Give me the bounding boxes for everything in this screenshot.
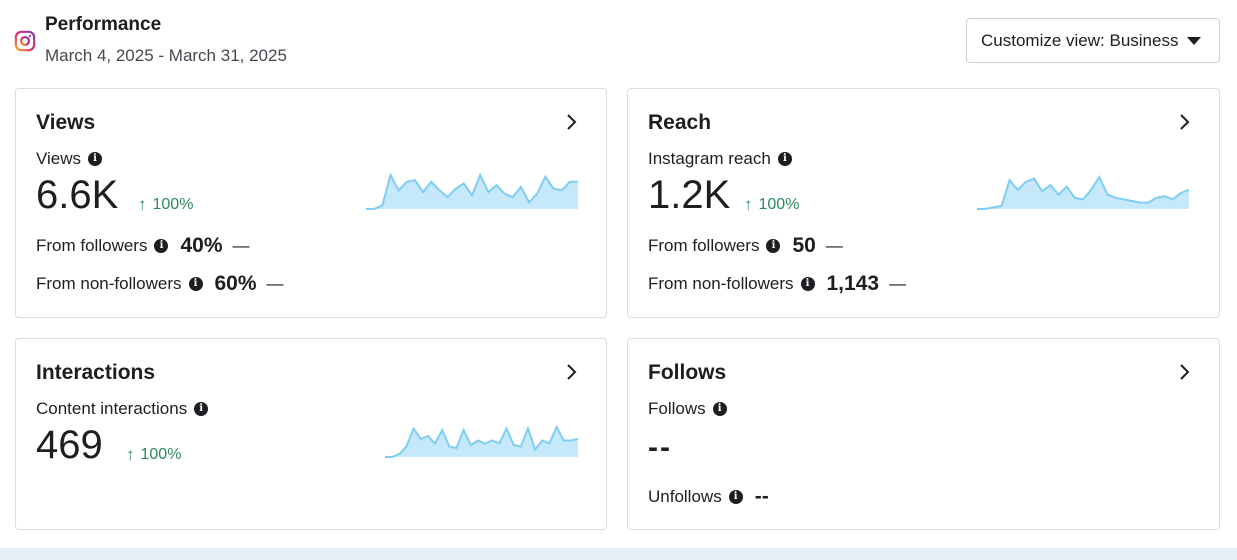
- delta-indicator: ↑ 100%: [138, 195, 193, 215]
- from-non-followers-row: From non-followers i 60% —: [36, 272, 284, 296]
- metric-label: Content interactions i: [36, 399, 209, 419]
- delta-value: 100%: [152, 196, 194, 213]
- from-non-followers-row: From non-followers i 1,143 —: [648, 272, 906, 296]
- row-label: Unfollows: [648, 487, 722, 506]
- metric-value: --: [648, 431, 672, 464]
- reach-sparkline: [977, 175, 1189, 210]
- metric-value: 6.6K: [36, 173, 119, 217]
- card-title: Interactions: [36, 361, 156, 384]
- interactions-card[interactable]: Interactions Content interactions i 469 …: [15, 338, 607, 530]
- sparkline-area: [977, 177, 1189, 209]
- arrow-up-icon: ↑: [126, 445, 135, 464]
- row-label: From followers: [36, 236, 148, 255]
- chevron-right-icon[interactable]: [564, 363, 578, 381]
- row-trend: —: [825, 236, 843, 255]
- metric-label-text: Instagram reach: [648, 149, 771, 168]
- bottom-band: [0, 548, 1237, 560]
- reach-card[interactable]: Reach Instagram reach i 1.2K ↑ 100% From…: [627, 88, 1220, 318]
- views-card[interactable]: Views Views i 6.6K ↑ 100% From followers…: [15, 88, 607, 318]
- row-label: From non-followers: [648, 274, 794, 293]
- row-value: 50: [792, 234, 816, 257]
- date-range: March 4, 2025 - March 31, 2025: [45, 46, 287, 65]
- from-followers-row: From followers i 40% —: [36, 234, 250, 258]
- views-sparkline: [366, 173, 578, 210]
- info-icon[interactable]: i: [800, 277, 815, 291]
- info-icon[interactable]: i: [194, 402, 209, 416]
- delta-indicator: ↑ 100%: [744, 195, 799, 215]
- performance-header: Performance March 4, 2025 - March 31, 20…: [0, 0, 1237, 80]
- metric-value: 1.2K: [648, 173, 731, 217]
- row-value: --: [754, 485, 769, 508]
- customize-view-label: Customize view: Business: [981, 30, 1179, 50]
- card-title: Follows: [648, 361, 727, 384]
- delta-value: 100%: [758, 196, 800, 213]
- info-icon[interactable]: i: [712, 402, 727, 416]
- page-title: Performance: [45, 14, 162, 35]
- customize-view-dropdown[interactable]: Customize view: Business: [966, 18, 1220, 63]
- info-icon[interactable]: i: [88, 152, 103, 166]
- info-icon[interactable]: i: [728, 490, 743, 504]
- info-icon[interactable]: i: [188, 277, 203, 291]
- chevron-right-icon[interactable]: [1177, 113, 1191, 131]
- card-title: Views: [36, 111, 96, 134]
- sparkline-line: [366, 173, 578, 210]
- caret-down-icon: [1187, 37, 1201, 45]
- metric-label-text: Views: [36, 149, 82, 168]
- from-followers-row: From followers i 50 —: [648, 234, 843, 258]
- row-label: From non-followers: [36, 274, 182, 293]
- unfollows-row: Unfollows i --: [648, 485, 769, 509]
- info-icon[interactable]: i: [766, 239, 781, 253]
- sparkline-area: [366, 175, 578, 209]
- info-icon[interactable]: i: [154, 239, 169, 253]
- sparkline-line: [977, 175, 1189, 210]
- chevron-right-icon[interactable]: [564, 113, 578, 131]
- info-icon[interactable]: i: [777, 152, 792, 166]
- row-value: 1,143: [826, 272, 880, 295]
- row-trend: —: [266, 274, 284, 293]
- row-trend: —: [232, 236, 250, 255]
- arrow-up-icon: ↑: [138, 195, 147, 214]
- metric-label-text: Follows: [648, 399, 706, 418]
- metric-label-text: Content interactions: [36, 399, 188, 418]
- follows-card[interactable]: Follows Follows i -- Unfollows i --: [627, 338, 1220, 530]
- arrow-up-icon: ↑: [744, 195, 753, 214]
- metric-label: Views i: [36, 149, 103, 169]
- sparkline-line: [385, 425, 578, 458]
- delta-value: 100%: [140, 446, 182, 463]
- metric-value: 469: [36, 423, 103, 467]
- row-label: From followers: [648, 236, 760, 255]
- row-trend: —: [889, 274, 907, 293]
- interactions-sparkline: [385, 425, 578, 458]
- delta-indicator: ↑ 100%: [126, 445, 181, 465]
- row-value: 60%: [214, 272, 257, 295]
- row-value: 40%: [180, 234, 223, 257]
- chevron-right-icon[interactable]: [1177, 363, 1191, 381]
- instagram-icon: [14, 30, 36, 52]
- card-title: Reach: [648, 111, 712, 134]
- metric-label: Instagram reach i: [648, 149, 792, 169]
- metric-label: Follows i: [648, 399, 727, 419]
